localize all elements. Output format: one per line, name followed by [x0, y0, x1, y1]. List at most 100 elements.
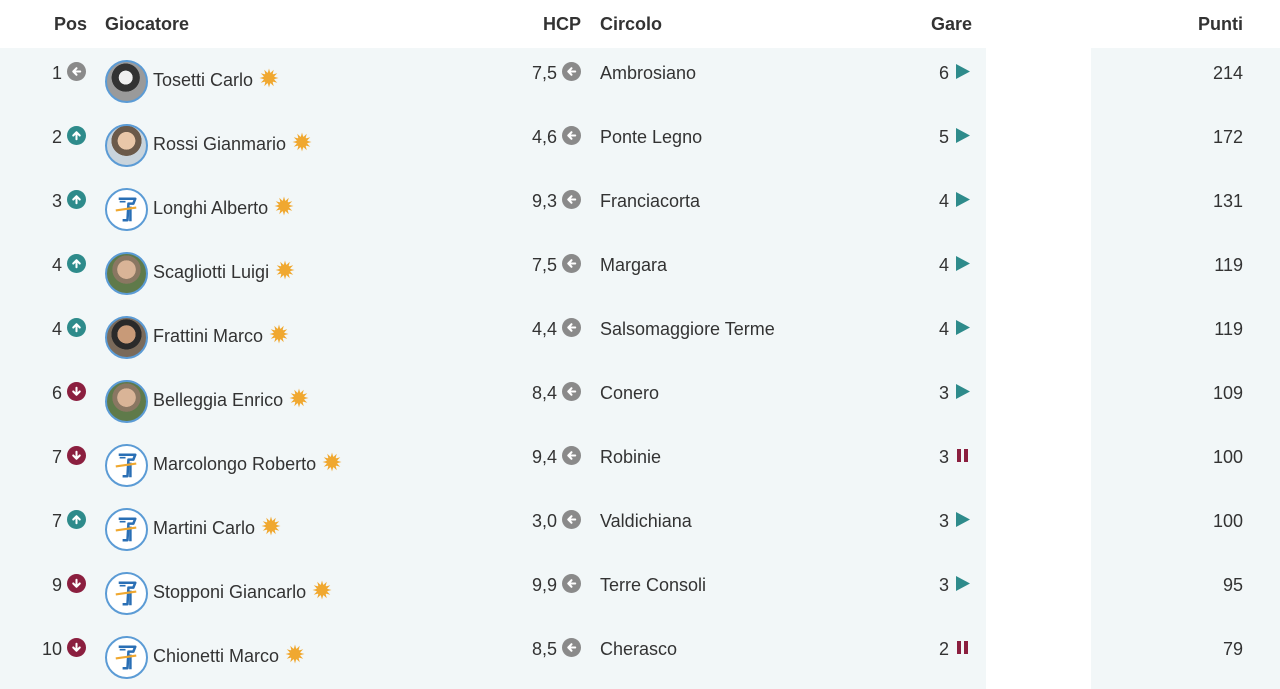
club-name: Ambrosiano	[600, 63, 697, 83]
header-club[interactable]: Circolo	[600, 14, 663, 34]
arrow-left-circle-icon	[562, 510, 581, 529]
player-name-text[interactable]: Chionetti Marco	[153, 646, 280, 666]
arrow-left-circle-icon	[562, 382, 581, 401]
player-avatar[interactable]	[105, 252, 148, 295]
arrow-left-circle-icon	[67, 62, 86, 81]
play-triangle-icon[interactable]	[955, 127, 971, 144]
table-row[interactable]: 3 Longhi Alberto 9,3 Franciacorta 4 131	[0, 176, 1280, 240]
handicap-value: 4,4	[531, 319, 557, 339]
position: 1	[51, 63, 62, 83]
club-name: Valdichiana	[600, 511, 692, 531]
sun-star-icon	[261, 516, 281, 541]
player-name[interactable]: Stopponi Giancarlo	[153, 580, 332, 605]
header-points[interactable]: Punti	[1198, 14, 1243, 34]
arrow-up-circle-icon	[67, 318, 86, 337]
player-avatar[interactable]	[105, 124, 148, 167]
races-count: 2	[938, 639, 949, 659]
player-name[interactable]: Belleggia Enrico	[153, 388, 309, 413]
player-name[interactable]: Rossi Gianmario	[153, 132, 312, 157]
club-name: Terre Consoli	[600, 575, 707, 595]
player-name-text[interactable]: Stopponi Giancarlo	[153, 582, 307, 602]
table-header: Pos Giocatore HCP Circolo Gare Punti	[0, 0, 1280, 48]
player-name-text[interactable]: Marcolongo Roberto	[153, 454, 317, 474]
header-pos[interactable]: Pos	[53, 14, 87, 34]
races-count: 4	[938, 319, 949, 339]
points-value: 95	[1222, 575, 1243, 595]
player-name[interactable]: Marcolongo Roberto	[153, 452, 342, 477]
position: 2	[51, 127, 62, 147]
header-player[interactable]: Giocatore	[105, 14, 190, 34]
table-row[interactable]: 10 Chionetti Marco 8,5 Cherasco 2 79	[0, 624, 1280, 688]
sun-star-icon	[322, 452, 342, 477]
points-value: 79	[1222, 639, 1243, 659]
arrow-left-circle-icon	[562, 62, 581, 81]
arrow-up-circle-icon	[67, 126, 86, 145]
arrow-left-circle-icon	[562, 254, 581, 273]
club-name: Ponte Legno	[600, 127, 703, 147]
table-row[interactable]: 1 Tosetti Carlo 7,5 Ambrosiano 6 214	[0, 48, 1280, 112]
player-name[interactable]: Martini Carlo	[153, 516, 281, 541]
table-row[interactable]: 7 Martini Carlo 3,0 Valdichiana 3 100	[0, 496, 1280, 560]
club-logo-avatar[interactable]	[105, 636, 148, 679]
handicap-value: 8,4	[531, 383, 557, 403]
table-row[interactable]: 2 Rossi Gianmario 4,6 Ponte Legno 5 172	[0, 112, 1280, 176]
club-logo-avatar[interactable]	[105, 508, 148, 551]
play-triangle-icon[interactable]	[955, 575, 971, 592]
club-logo-avatar[interactable]	[105, 444, 148, 487]
player-avatar[interactable]	[105, 60, 148, 103]
table-row[interactable]: 7 Marcolongo Roberto 9,4 Robinie 3 100	[0, 432, 1280, 496]
arrow-up-circle-icon	[67, 510, 86, 529]
player-name[interactable]: Longhi Alberto	[153, 196, 294, 221]
table-row[interactable]: 4 Frattini Marco 4,4 Salsomaggiore Terme 4 11…	[0, 304, 1280, 368]
handicap-value: 7,5	[531, 255, 557, 275]
player-name-text[interactable]: Scagliotti Luigi	[153, 262, 270, 282]
play-triangle-icon[interactable]	[955, 383, 971, 400]
arrow-left-circle-icon	[562, 446, 581, 465]
club-logo-avatar[interactable]	[105, 188, 148, 231]
club-name: Franciacorta	[600, 191, 701, 211]
sun-star-icon	[269, 324, 289, 349]
sun-star-icon	[289, 388, 309, 413]
player-avatar[interactable]	[105, 316, 148, 359]
sun-star-icon	[274, 196, 294, 221]
arrow-up-circle-icon	[67, 190, 86, 209]
club-name: Salsomaggiore Terme	[600, 319, 775, 339]
handicap-value: 4,6	[531, 127, 557, 147]
player-name-text[interactable]: Tosetti Carlo	[153, 70, 254, 90]
handicap-value: 3,0	[531, 511, 557, 531]
play-triangle-icon[interactable]	[955, 319, 971, 336]
club-name: Robinie	[600, 447, 662, 467]
player-name-text[interactable]: Belleggia Enrico	[153, 390, 284, 410]
play-triangle-icon[interactable]	[955, 255, 971, 272]
pause-bars-icon[interactable]	[955, 447, 971, 464]
player-name[interactable]: Tosetti Carlo	[153, 68, 279, 93]
player-name[interactable]: Chionetti Marco	[153, 644, 305, 669]
table-row[interactable]: 9 Stopponi Giancarlo 9,9 Terre Consoli 3 95	[0, 560, 1280, 624]
position: 10	[41, 639, 62, 659]
player-name-text[interactable]: Rossi Gianmario	[153, 134, 287, 154]
sun-star-icon	[259, 68, 279, 93]
races-count: 3	[938, 575, 949, 595]
sun-star-icon	[275, 260, 295, 285]
play-triangle-icon[interactable]	[955, 63, 971, 80]
player-avatar[interactable]	[105, 380, 148, 423]
player-name[interactable]: Scagliotti Luigi	[153, 260, 295, 285]
club-logo-avatar[interactable]	[105, 572, 148, 615]
play-triangle-icon[interactable]	[955, 511, 971, 528]
races-count: 6	[938, 63, 949, 83]
player-name-text[interactable]: Martini Carlo	[153, 518, 256, 538]
sun-star-icon	[292, 132, 312, 157]
pause-bars-icon[interactable]	[955, 639, 971, 656]
play-triangle-icon[interactable]	[955, 191, 971, 208]
table-row[interactable]: 6 Belleggia Enrico 8,4 Conero 3 109	[0, 368, 1280, 432]
player-name-text[interactable]: Longhi Alberto	[153, 198, 269, 218]
races-count: 4	[938, 255, 949, 275]
player-name-text[interactable]: Frattini Marco	[153, 326, 264, 346]
player-name[interactable]: Frattini Marco	[153, 324, 289, 349]
sun-star-icon	[285, 644, 305, 669]
handicap-value: 9,9	[531, 575, 557, 595]
header-races[interactable]: Gare	[930, 14, 972, 34]
points-value: 119	[1214, 255, 1243, 275]
header-hcp[interactable]: HCP	[542, 14, 581, 34]
table-row[interactable]: 4 Scagliotti Luigi 7,5 Margara 4 119	[0, 240, 1280, 304]
